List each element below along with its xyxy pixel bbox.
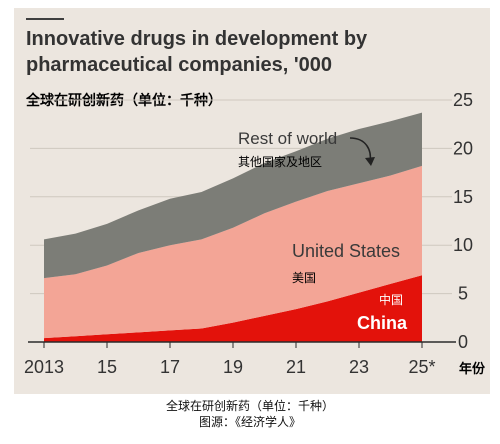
- y-tick-label: 20: [453, 138, 473, 158]
- y-tick-label: 10: [453, 235, 473, 255]
- area-united-states: [44, 165, 422, 339]
- x-tick-label: 15: [97, 357, 117, 377]
- label-rest-of-world-cn: 其他国家及地区: [238, 154, 322, 169]
- area-china: [44, 275, 422, 342]
- label-rest-of-world: Rest of world: [238, 129, 337, 148]
- y-tick-label: 15: [453, 187, 473, 207]
- y-tick-label: 0: [458, 332, 468, 352]
- title-rule: [26, 18, 64, 20]
- footer: 全球在研创新药（单位：千种） 图源：《经济学人》: [0, 398, 500, 430]
- label-china-cn: 中国: [379, 292, 403, 307]
- y-tick-label: 5: [458, 284, 468, 304]
- chart-title: Innovative drugs in development by pharm…: [26, 28, 368, 76]
- x-tick-label: 21: [286, 357, 306, 377]
- label-china: China: [357, 313, 408, 333]
- x-axis-label: 年份: [459, 361, 486, 377]
- footer-source: 图源：《经济学人》: [198, 415, 301, 429]
- x-tick-label: 17: [160, 357, 180, 377]
- x-tick-label: 2013: [24, 357, 64, 377]
- y-tick-label: 25: [453, 90, 473, 110]
- area-rest-of-world: [44, 112, 422, 279]
- annotation-arrowhead: [365, 157, 375, 166]
- x-tick-label: 19: [223, 357, 243, 377]
- label-united-states: United States: [292, 241, 400, 261]
- x-tick-label: 23: [349, 357, 369, 377]
- label-united-states-cn: 美国: [292, 271, 316, 285]
- x-tick-label: 25*: [408, 357, 435, 377]
- footer-caption: 全球在研创新药（单位：千种）: [165, 399, 334, 413]
- chart-subtitle-cn: 全球在研创新药（单位：千种）: [26, 93, 222, 109]
